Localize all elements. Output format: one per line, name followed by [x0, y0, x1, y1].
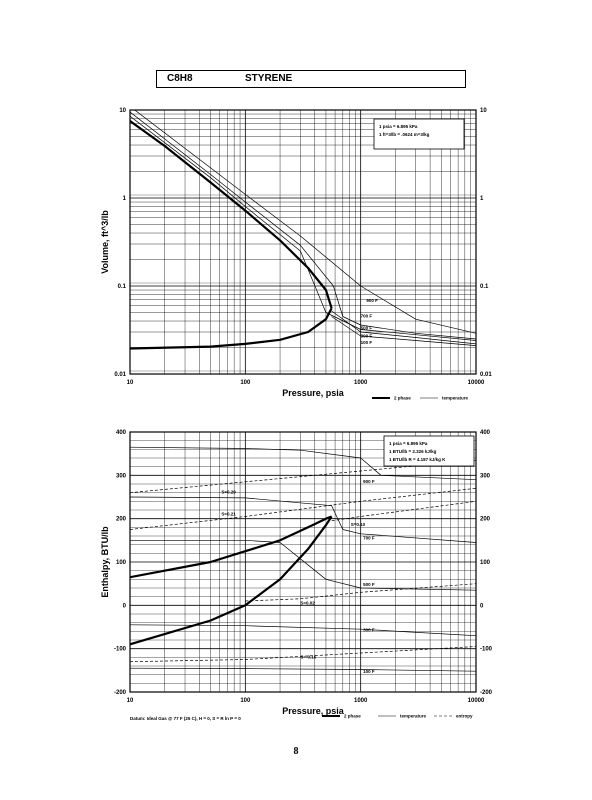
y-tick-label-right: -200 [480, 690, 493, 696]
y-tick-label-right: 1 [480, 196, 484, 202]
legend-label: entropy [456, 714, 473, 719]
entropy-line [130, 646, 476, 663]
x-tick-label: 1000 [354, 698, 368, 704]
x-axis-label: Pressure, psia [282, 706, 345, 716]
y-tick-label: -200 [114, 690, 127, 696]
conversion-note: 1 psia = 6.895 kPa [379, 124, 418, 129]
entropy-line [331, 500, 476, 522]
entropy-label: S=0.29 [221, 490, 236, 495]
x-tick-label: 100 [240, 380, 251, 386]
x-tick-label: 10000 [468, 698, 485, 704]
y-tick-label: 200 [116, 517, 127, 523]
entropy-line [245, 583, 476, 602]
temperature-label: 700 F [361, 313, 373, 318]
y-tick-label: 0.01 [114, 372, 126, 378]
y-tick-label-right: 100 [480, 560, 491, 566]
temperature-line [130, 667, 476, 672]
conversion-note: 1 psia = 6.895 kPa [389, 441, 428, 446]
entropy-line [130, 459, 476, 494]
x-tick-label: 10000 [468, 380, 485, 386]
y-tick-label: 100 [116, 560, 127, 566]
legend-label: 2 phase [344, 714, 361, 719]
temperature-label: 500 F [361, 326, 373, 331]
two-phase-curve [130, 307, 333, 350]
chart-1: 10 100 1000 10000 10 10 1 1 0.1 0.1 0.01 0.01 Pressu… [100, 108, 492, 401]
x-tick-label: 100 [240, 698, 251, 704]
temperature-line [130, 496, 476, 543]
series-group [130, 446, 476, 672]
temperature-line [130, 446, 476, 481]
temperature-label: 100 F [363, 669, 375, 674]
compound-name: STYRENE [245, 73, 293, 84]
two-phase-curve [130, 120, 333, 309]
entropy-label: S=0.02 [300, 600, 315, 605]
conversion-note: 1 BTU/lb R = 4.187 kJ/kg K [389, 457, 446, 462]
y-tick-label: 10 [119, 108, 126, 114]
legend-label: temperature [442, 396, 469, 401]
formula-label: C8H8 [167, 73, 193, 84]
temperature-line [130, 539, 476, 591]
y-tick-label-right: 0.01 [480, 372, 492, 378]
y-tick-label: 300 [116, 473, 127, 479]
temperature-label: 100 F [361, 340, 373, 345]
temperature-line [130, 115, 476, 341]
temperature-line [331, 310, 476, 345]
entropy-line [130, 487, 476, 530]
grid [129, 431, 476, 693]
temperature-label: 700 F [363, 535, 375, 540]
title-box: C8H8 STYRENE [156, 70, 466, 88]
x-tick-label: 10 [127, 698, 134, 704]
footer-note: Datum: Ideal Gas @ 77 F (25 C), H = 0, S… [130, 716, 241, 721]
y-tick-label-right: 0 [480, 603, 484, 609]
grid [129, 110, 476, 375]
y-tick-label: 0 [123, 603, 127, 609]
temperature-line [130, 624, 476, 637]
y-tick-label-right: 200 [480, 517, 491, 523]
temperature-line [331, 316, 476, 346]
two-phase-curve [130, 515, 332, 579]
temperature-label: 900 F [363, 479, 375, 484]
entropy-label: S=-0.15 [300, 655, 316, 660]
temperature-line [130, 111, 476, 340]
legend-label: 2 phase [394, 396, 411, 401]
conversion-box [383, 435, 475, 467]
legend-label: temperature [400, 714, 427, 719]
temperature-label: 300 F [361, 333, 373, 338]
conversion-note: 1 BTU/lb = 2.326 kJ/kg [389, 449, 437, 454]
conversion-box [373, 118, 465, 150]
temperature-label: 300 F [363, 627, 375, 632]
temperature-label: 500 F [363, 582, 375, 587]
y-tick-label-right: 0.1 [480, 284, 489, 290]
temperature-label: 900 F [366, 298, 378, 303]
y-tick-label: 400 [116, 430, 127, 436]
entropy-label: S=0.21 [221, 512, 236, 517]
y-tick-label: 0.1 [118, 284, 127, 290]
y-axis-label: Volume, ft^3/lb [100, 210, 110, 274]
x-axis-label: Pressure, psia [282, 388, 345, 398]
x-tick-label: 10 [127, 380, 134, 386]
two-phase-curve [130, 515, 333, 646]
y-axis-label: Enthalpy, BTU/lb [100, 526, 110, 598]
conversion-note: 1 ft^3/lb = .0624 m^3/kg [379, 132, 430, 137]
y-tick-label-right: 400 [480, 430, 491, 436]
temperature-line [134, 110, 476, 334]
y-tick-label: 1 [123, 196, 127, 202]
y-tick-label-right: 300 [480, 473, 491, 479]
entropy-label: S=0.10 [351, 522, 366, 527]
series-group [130, 110, 476, 350]
x-tick-label: 1000 [354, 380, 368, 386]
y-tick-label: -100 [114, 647, 127, 653]
y-tick-label-right: 10 [480, 108, 487, 114]
page-number: 8 [293, 746, 299, 757]
y-tick-label-right: -100 [480, 647, 493, 653]
